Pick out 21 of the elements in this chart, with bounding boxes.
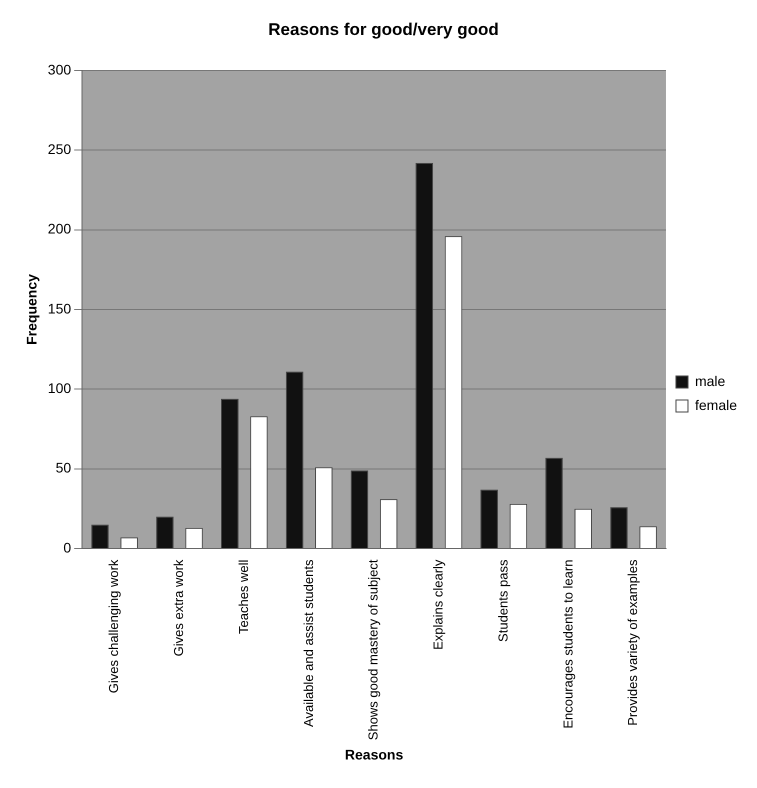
y-tick-label: 200 bbox=[48, 220, 72, 237]
x-tick-label: Encourages students to learn bbox=[560, 560, 576, 729]
x-tick-label: Provides variety of examples bbox=[625, 559, 640, 726]
x-tick-label: Gives extra work bbox=[171, 559, 186, 656]
x-axis-title: Reasons bbox=[344, 746, 404, 762]
legend-label: female bbox=[694, 396, 738, 413]
x-tick-label: Gives challenging work bbox=[106, 559, 122, 694]
y-tick-label: 50 bbox=[56, 460, 72, 476]
x-tick-label: Students pass bbox=[495, 559, 510, 642]
y-tick-label: 0 bbox=[63, 539, 72, 556]
y-axis-title: Frequency bbox=[23, 274, 40, 345]
y-tick-label: 100 bbox=[48, 380, 72, 396]
x-tick-label: Shows good mastery of subject bbox=[366, 559, 381, 740]
x-tick-label: Teaches well bbox=[236, 559, 251, 634]
y-tick-label: 300 bbox=[48, 61, 72, 78]
y-tick-label: 250 bbox=[48, 140, 72, 157]
legend-label: male bbox=[694, 372, 726, 389]
y-tick-label: 150 bbox=[48, 300, 72, 316]
chart-title: Reasons for good/very good bbox=[268, 20, 499, 39]
x-tick-label: Explains clearly bbox=[430, 559, 446, 650]
x-tick-label: Available and assist students bbox=[300, 559, 316, 727]
